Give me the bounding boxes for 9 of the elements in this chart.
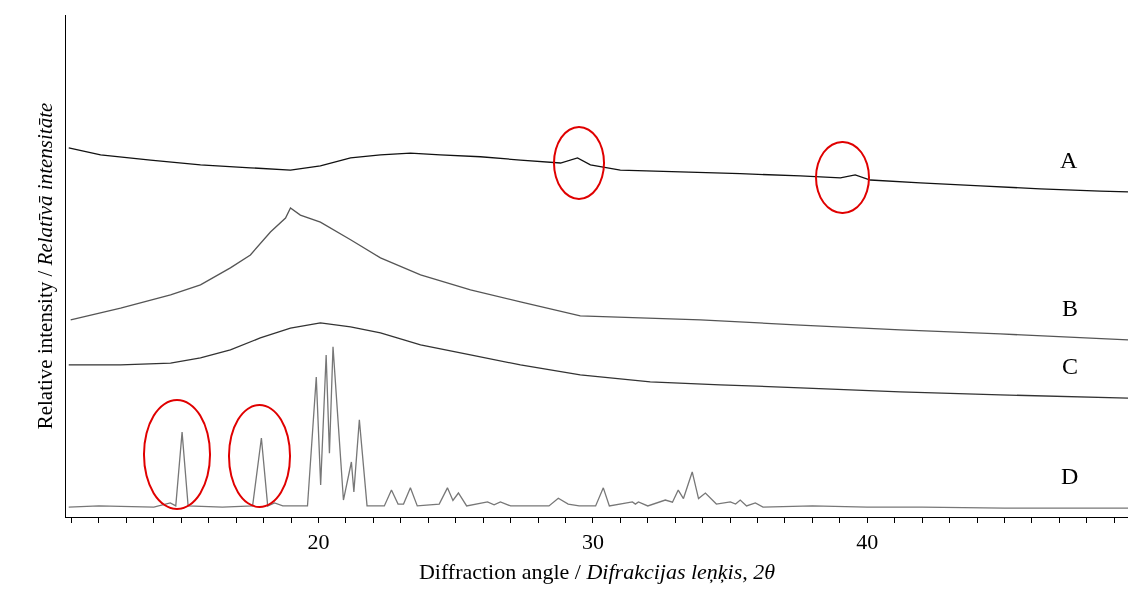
series-label: A <box>1060 147 1078 173</box>
x-tick-label: 30 <box>581 529 604 555</box>
x-tick-label: 20 <box>307 529 330 555</box>
y-axis-title: Relative intensity / Relatīvā intensitāte <box>33 102 58 430</box>
series-label: D <box>1061 463 1079 489</box>
x-tick-label: 40 <box>856 529 879 555</box>
x-axis-title: Diffraction angle / Difrakcijas leņķis, 2θ <box>418 559 776 585</box>
series-label: B <box>1062 295 1079 321</box>
series-label: C <box>1062 353 1079 379</box>
